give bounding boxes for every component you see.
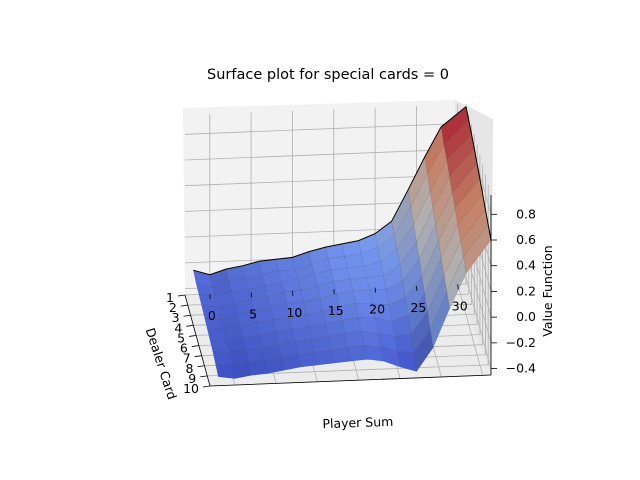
x-axis-label: Player Sum (322, 414, 393, 431)
surface-facet (328, 256, 348, 270)
y-tick (177, 294, 186, 297)
y-tick (186, 324, 194, 327)
surface-back-edge (193, 106, 467, 276)
surface-facet (284, 290, 304, 304)
surface-facet (248, 360, 268, 376)
x-tick-label: 25 (410, 300, 426, 315)
surface-facet (366, 275, 387, 291)
z-tick-label: 0.4 (516, 258, 536, 273)
surface-facet (245, 348, 266, 363)
y-tick (194, 355, 202, 358)
x-tick (333, 289, 335, 295)
z-axis-label: Value Function (540, 245, 555, 336)
y-tick (202, 385, 211, 388)
x-tick-label: 15 (328, 303, 344, 318)
surface-facet (242, 335, 263, 351)
z-tick-label: 0.2 (516, 283, 536, 298)
surface-facet (347, 345, 368, 362)
z-tick-label: −0.2 (506, 335, 536, 350)
surface-facet (215, 363, 235, 379)
surface-facet (229, 278, 249, 292)
z-tick-label: −0.4 (506, 361, 536, 376)
surface-facet (209, 339, 230, 354)
y-tick-label: 7 (183, 351, 191, 366)
z-tick-label: 0.8 (516, 206, 536, 221)
surface-facet (207, 328, 227, 342)
y-tick (180, 304, 188, 307)
surface-facet (292, 326, 312, 342)
z-tick-label: 0.0 (516, 309, 536, 324)
y-tick-label: 9 (188, 371, 196, 386)
y-tick-label: 1 (166, 290, 174, 305)
surface-facet (344, 331, 365, 348)
x-tick (416, 285, 418, 291)
y-tick-label: 5 (177, 330, 185, 345)
surface-facet (331, 267, 351, 282)
surface-facet (298, 352, 318, 368)
surface-facet (394, 334, 414, 353)
x-tick (292, 290, 294, 296)
x-tick-label: 30 (452, 298, 468, 313)
surface-facet (350, 277, 370, 291)
surface-right-edge (465, 106, 492, 241)
y-tick (183, 314, 191, 317)
axes: 0 5 10 15 20 25 3012345678910−0.4−0.20.00.20.4… (166, 195, 536, 396)
x-tick (457, 284, 459, 290)
surface-facet (361, 331, 381, 348)
x-tick-label: 5 (249, 306, 257, 321)
y-tick-label: 3 (172, 310, 180, 325)
y-tick-label: 4 (174, 320, 182, 335)
y-tick (191, 345, 199, 347)
y-axis-label: Dealer Card (143, 326, 180, 401)
surface-facet (364, 345, 384, 362)
x-tick (374, 287, 376, 293)
chart-title: Surface plot for special cards = 0 (207, 67, 449, 83)
y-tick (200, 375, 208, 378)
surface-facet (314, 350, 335, 366)
surface-facet (358, 317, 379, 334)
surface-facet (198, 294, 219, 308)
z-tick-label: 0.6 (516, 232, 536, 247)
x-tick-label: 20 (369, 302, 385, 317)
surface-facet (347, 265, 367, 280)
x-tick-label: 0 (208, 308, 216, 323)
x-tick (250, 292, 253, 298)
y-gridline (207, 184, 489, 377)
x-tick (209, 293, 211, 300)
y-tick-label: 10 (183, 381, 199, 396)
x-tick-label: 10 (286, 305, 302, 320)
y-axis-line (184, 294, 211, 387)
y-tick (197, 365, 205, 368)
surface (193, 106, 492, 379)
surface-facet (295, 339, 315, 355)
surface-facet (212, 351, 233, 366)
y-tick (189, 335, 197, 337)
y-tick-label: 2 (169, 300, 177, 315)
y-tick-label: 6 (180, 341, 188, 356)
x-axis-line (209, 374, 492, 387)
y-tick-label: 8 (185, 361, 193, 376)
